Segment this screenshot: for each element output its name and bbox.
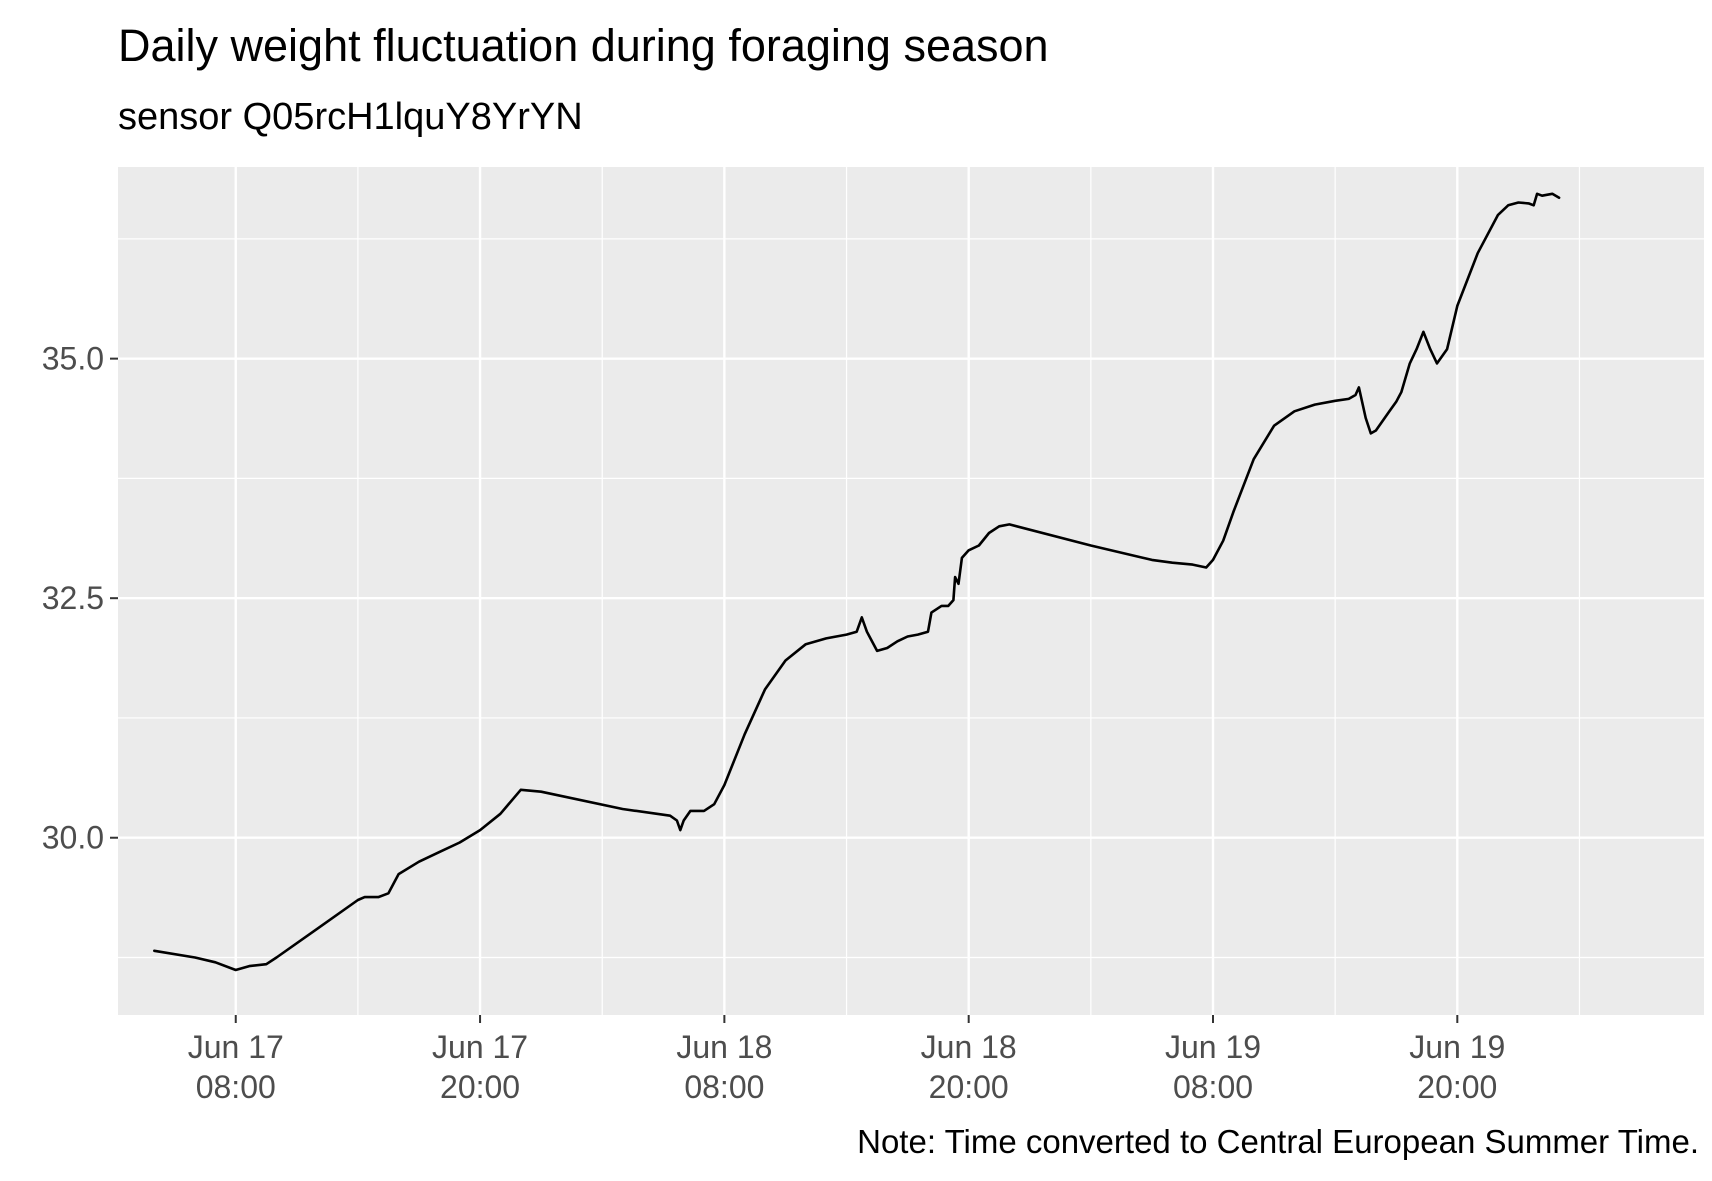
- x-tick-label: Jun 17 20:00: [432, 1029, 528, 1105]
- minor-grid: [112, 167, 1704, 1015]
- series-layer: [153, 192, 1561, 972]
- x-tick-label: Jun 19 08:00: [1165, 1029, 1261, 1105]
- x-tick-label: Jun 17 08:00: [188, 1029, 284, 1105]
- plot-panel: [118, 167, 1704, 1015]
- major-grid: [118, 167, 1704, 1015]
- y-tick-label: 30.0: [42, 820, 104, 856]
- x-tick-label: Jun 19 20:00: [1409, 1029, 1505, 1105]
- chart-subtitle: sensor Q05rcH1lquY8YrYN: [118, 96, 583, 138]
- y-tick-label: 32.5: [42, 580, 104, 616]
- x-tick-label: Jun 18 08:00: [676, 1029, 772, 1105]
- x-axis: Jun 17 08:00 Jun 17 20:00 Jun 18 08:00 Jun 18 2…: [188, 1015, 1505, 1105]
- chart-caption: Note: Time converted to Central European…: [857, 1123, 1699, 1160]
- series-line: [153, 192, 1561, 972]
- y-axis: 30.0 32.5 35.0: [42, 341, 118, 856]
- y-tick-label: 35.0: [42, 341, 104, 377]
- chart-title: Daily weight fluctuation during foraging…: [118, 20, 1049, 71]
- x-tick-label: Jun 18 20:00: [921, 1029, 1017, 1105]
